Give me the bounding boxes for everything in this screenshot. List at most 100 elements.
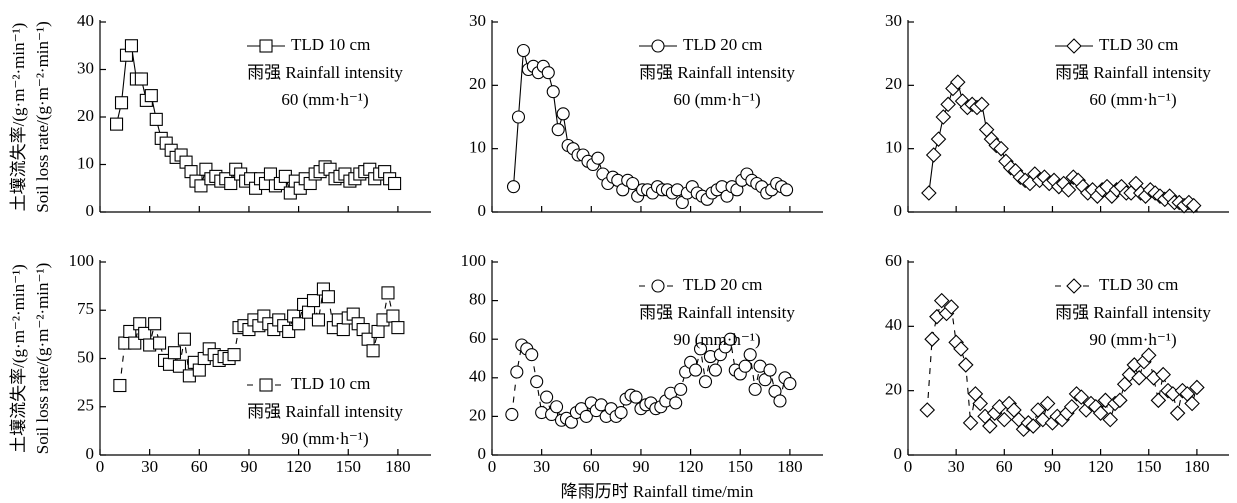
marker bbox=[1155, 366, 1171, 383]
x-tick-label: 90 bbox=[632, 457, 649, 476]
marker bbox=[505, 407, 519, 422]
legend-label: TLD 20 cm bbox=[683, 275, 762, 294]
marker bbox=[738, 359, 752, 373]
marker bbox=[128, 336, 142, 350]
y-tick-label: 30 bbox=[885, 11, 902, 30]
y-tick-label: 20 bbox=[469, 74, 486, 93]
marker bbox=[167, 346, 182, 360]
annotation: 雨强 Rainfall intensity bbox=[639, 63, 795, 82]
y-tick-label: 20 bbox=[77, 106, 94, 125]
marker bbox=[972, 395, 989, 412]
marker bbox=[629, 390, 643, 404]
marker bbox=[549, 400, 564, 414]
marker bbox=[773, 394, 787, 408]
annotation: 雨强 Rainfall intensity bbox=[247, 63, 403, 82]
marker bbox=[1073, 389, 1090, 405]
marker bbox=[763, 363, 777, 377]
y-tick-label: 10 bbox=[77, 153, 94, 172]
marker bbox=[336, 322, 350, 337]
annotation: 90 (mm·h⁻¹) bbox=[673, 330, 760, 349]
marker bbox=[919, 402, 936, 418]
marker bbox=[1131, 370, 1147, 386]
legend-marker bbox=[651, 39, 665, 53]
marker bbox=[925, 147, 942, 163]
annotation: 雨强 Rainfall intensity bbox=[1055, 303, 1211, 322]
x-tick-label: 60 bbox=[996, 457, 1013, 476]
marker bbox=[1150, 392, 1167, 409]
y-tick-label: 40 bbox=[469, 367, 486, 386]
y-tick-label: 40 bbox=[885, 315, 902, 334]
marker bbox=[1189, 379, 1205, 396]
y-tick-label: 75 bbox=[77, 299, 94, 318]
marker bbox=[516, 43, 530, 58]
y-tick-label: 80 bbox=[469, 290, 486, 309]
y-tick-label: 100 bbox=[461, 251, 487, 270]
x-tick-label: 180 bbox=[1184, 457, 1210, 476]
marker bbox=[282, 324, 296, 339]
y-tick-label: 20 bbox=[885, 74, 902, 93]
x-tick-label: 90 bbox=[1044, 457, 1061, 476]
marker bbox=[921, 185, 937, 201]
x-tick-label: 150 bbox=[728, 457, 754, 476]
y-tick-label: 40 bbox=[77, 11, 94, 30]
marker bbox=[579, 409, 593, 423]
marker bbox=[933, 292, 950, 309]
y-axis-title-cn: 土壤流失率/(g·m⁻²·min⁻¹) bbox=[8, 264, 28, 453]
marker bbox=[224, 176, 238, 191]
x-axis-title: 降雨历时 Rainfall time/min bbox=[561, 482, 754, 501]
marker bbox=[371, 324, 385, 339]
annotation: 雨强 Rainfall intensity bbox=[639, 303, 795, 322]
y-tick-label: 25 bbox=[77, 396, 94, 415]
marker bbox=[1092, 405, 1109, 421]
y-tick-label: 10 bbox=[469, 138, 486, 157]
y-tick-label: 20 bbox=[885, 380, 902, 399]
y-tick-label: 0 bbox=[86, 201, 95, 220]
x-tick-label: 60 bbox=[191, 457, 208, 476]
marker bbox=[540, 390, 554, 404]
marker bbox=[381, 286, 395, 300]
marker bbox=[1063, 398, 1080, 415]
y-tick-label: 100 bbox=[69, 251, 95, 270]
marker bbox=[614, 405, 628, 420]
annotation: 雨强 Rainfall intensity bbox=[1055, 63, 1211, 82]
marker bbox=[530, 375, 544, 389]
marker bbox=[311, 313, 326, 327]
marker bbox=[292, 317, 306, 331]
data-line bbox=[926, 298, 1198, 431]
marker bbox=[1102, 411, 1119, 428]
y-tick-label: 50 bbox=[77, 347, 94, 366]
marker bbox=[940, 96, 956, 113]
legend-marker bbox=[651, 279, 665, 293]
marker bbox=[227, 348, 241, 362]
marker bbox=[149, 112, 163, 126]
y-tick-label: 0 bbox=[86, 444, 95, 463]
marker bbox=[943, 299, 960, 315]
marker bbox=[551, 123, 565, 137]
marker bbox=[1112, 392, 1128, 409]
marker bbox=[693, 342, 708, 356]
marker bbox=[546, 85, 560, 99]
marker bbox=[1039, 395, 1056, 412]
legend-marker bbox=[1066, 38, 1082, 54]
y-axis-title-cn: 土壤流失率/(g·m⁻²·min⁻¹) bbox=[8, 23, 28, 212]
legend-label: TLD 20 cm bbox=[683, 35, 762, 54]
x-tick-label: 120 bbox=[286, 457, 312, 476]
marker bbox=[993, 140, 1009, 157]
x-tick-label: 180 bbox=[385, 457, 411, 476]
marker bbox=[525, 348, 539, 362]
y-tick-label: 0 bbox=[894, 444, 903, 463]
marker bbox=[144, 89, 158, 103]
legend-label: TLD 30 cm bbox=[1099, 35, 1178, 54]
marker bbox=[748, 382, 762, 396]
x-tick-label: 0 bbox=[488, 457, 497, 476]
x-tick-label: 0 bbox=[904, 457, 913, 476]
x-tick-label: 120 bbox=[1088, 457, 1114, 476]
marker bbox=[1060, 182, 1077, 198]
marker bbox=[935, 109, 952, 125]
marker bbox=[1169, 405, 1186, 421]
x-tick-label: 150 bbox=[1136, 457, 1162, 476]
marker bbox=[541, 66, 555, 80]
y-axis-title: Soil loss rate/(g·m⁻²·min⁻¹) bbox=[33, 21, 52, 213]
marker bbox=[958, 357, 974, 373]
marker bbox=[1184, 395, 1200, 412]
